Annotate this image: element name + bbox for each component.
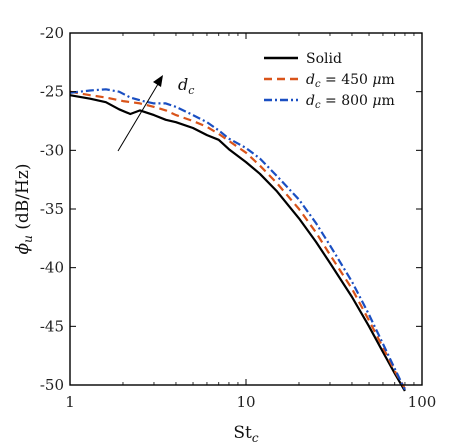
series-line-0	[69, 94, 406, 392]
legend-label-1: dc = 450 μm	[306, 72, 395, 90]
y-axis-title: ϕu (dB/Hz)	[13, 164, 35, 255]
y-tick-label: -20	[40, 24, 64, 42]
series-layer	[69, 88, 406, 392]
annotation-subscript: c	[188, 84, 194, 97]
arrow-head-icon	[153, 75, 163, 87]
legend-label-2: dc = 800 μm	[306, 93, 395, 111]
y-axis-title-sub: u	[21, 235, 35, 243]
y-tick-label: -50	[40, 376, 64, 394]
x-axis-title-sub: c	[252, 431, 259, 445]
series-line-2	[69, 88, 406, 391]
y-tick-label: -45	[40, 317, 64, 335]
x-axis-title: Stc	[233, 423, 258, 445]
legend-label-0: Solid	[306, 51, 342, 67]
y-tick-label: -35	[40, 200, 64, 218]
x-tick-label: 100	[408, 393, 437, 411]
annotation-arrow	[117, 78, 162, 152]
ticks-layer: 1 10 100 -50 -45 -40 -35 -30 -25 -20	[40, 24, 436, 411]
annotation-label: dc	[178, 75, 194, 97]
y-tick-label: -30	[40, 141, 64, 159]
y-tick-label: -25	[40, 83, 64, 101]
annotation-symbol: d	[178, 75, 188, 94]
legend: Solid dc = 450 μm dc = 800 μm	[255, 42, 415, 112]
x-tick-label: 1	[65, 393, 75, 411]
series-line-1	[69, 90, 406, 390]
y-axis-title-unit: (dB/Hz)	[13, 164, 33, 230]
y-axis-title-symbol: ϕ	[13, 242, 33, 254]
dc-annotation: dc	[117, 75, 194, 152]
y-tick-label: -40	[40, 259, 64, 277]
x-tick-label: 10	[236, 393, 255, 411]
x-axis-title-main: St	[233, 423, 252, 443]
